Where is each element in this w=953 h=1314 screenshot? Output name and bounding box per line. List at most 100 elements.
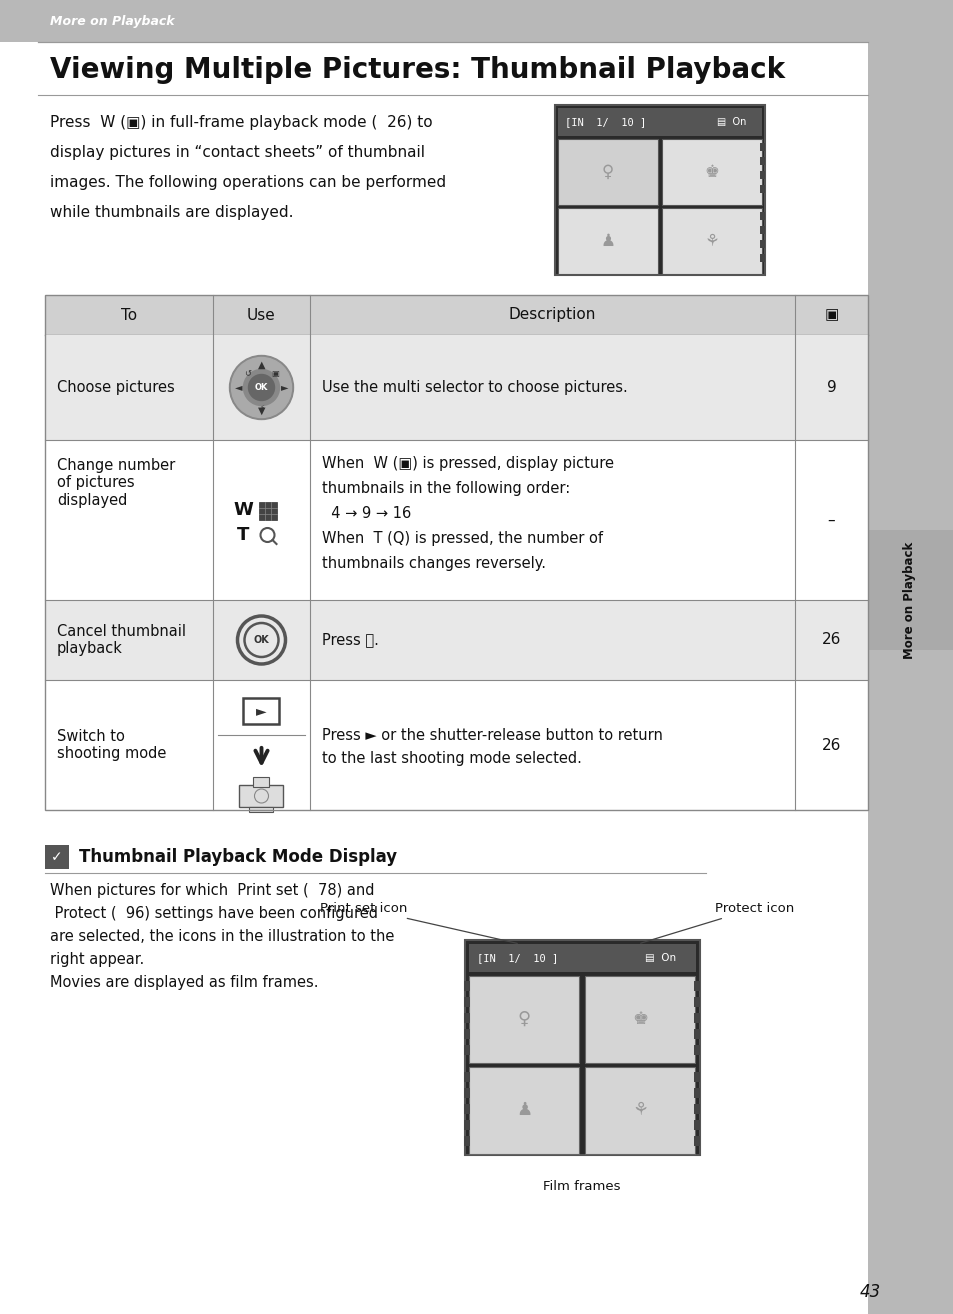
Bar — [463, 1045, 470, 1055]
Text: 26: 26 — [821, 632, 841, 648]
Text: Description: Description — [508, 307, 596, 322]
Bar — [463, 1088, 470, 1099]
Text: Switch to
shooting mode: Switch to shooting mode — [57, 729, 166, 761]
Text: while thumbnails are displayed.: while thumbnails are displayed. — [50, 205, 294, 219]
Text: Press  W (▣) in full-frame playback mode (  26) to: Press W (▣) in full-frame playback mode … — [50, 116, 432, 130]
Text: When pictures for which  Print set (  78) and: When pictures for which Print set ( 78) … — [50, 883, 375, 897]
Circle shape — [230, 356, 294, 419]
Bar — [463, 1029, 470, 1039]
Bar — [693, 997, 700, 1007]
Bar — [45, 600, 867, 681]
Text: Print set icon: Print set icon — [319, 901, 517, 943]
Text: ►: ► — [256, 704, 267, 717]
Text: to the last shooting mode selected.: to the last shooting mode selected. — [322, 752, 581, 766]
Bar — [250, 807, 274, 812]
Bar — [253, 777, 269, 787]
Bar — [693, 1072, 700, 1081]
Bar — [760, 212, 764, 219]
Bar — [45, 296, 867, 335]
Bar — [239, 784, 283, 807]
Text: 26: 26 — [821, 737, 841, 753]
Text: To: To — [121, 307, 137, 322]
Bar — [661, 208, 761, 275]
Text: [IN  1/  10 ]: [IN 1/ 10 ] — [476, 953, 558, 963]
Bar — [693, 1104, 700, 1114]
Text: right appear.: right appear. — [50, 953, 144, 967]
Bar — [693, 1013, 700, 1024]
Text: OK: OK — [254, 382, 268, 392]
Text: ⚡: ⚡ — [259, 405, 264, 410]
Bar — [693, 1029, 700, 1039]
Bar — [760, 143, 764, 151]
Text: Film frames: Film frames — [542, 1180, 620, 1193]
Text: ◄: ◄ — [234, 382, 242, 393]
Bar — [760, 254, 764, 261]
Bar — [463, 1013, 470, 1024]
Text: ▤  On: ▤ On — [644, 953, 676, 963]
Bar — [463, 1137, 470, 1146]
Bar — [558, 208, 658, 275]
Text: OK: OK — [253, 635, 269, 645]
Bar — [867, 0, 953, 1314]
Circle shape — [243, 369, 279, 406]
Text: Use: Use — [247, 307, 275, 322]
Text: ►: ► — [280, 382, 288, 393]
Bar — [463, 1104, 470, 1114]
Bar — [463, 1120, 470, 1130]
Text: Change number
of pictures
displayed: Change number of pictures displayed — [57, 459, 175, 507]
Text: ♟: ♟ — [600, 233, 615, 250]
Text: Protect (  96) settings have been configured: Protect ( 96) settings have been configu… — [50, 905, 377, 921]
Bar — [463, 982, 470, 991]
Text: ▲: ▲ — [257, 360, 265, 369]
Text: When  T (Q) is pressed, the number of: When T (Q) is pressed, the number of — [322, 531, 602, 547]
Text: –: – — [827, 512, 835, 527]
Bar — [463, 1072, 470, 1081]
Text: ♟: ♟ — [516, 1101, 532, 1120]
Bar — [45, 845, 69, 869]
Bar — [760, 240, 764, 248]
Text: Use the multi selector to choose pictures.: Use the multi selector to choose picture… — [322, 380, 627, 396]
Text: images. The following operations can be performed: images. The following operations can be … — [50, 175, 446, 191]
Text: Viewing Multiple Pictures: Thumbnail Playback: Viewing Multiple Pictures: Thumbnail Pla… — [50, 57, 784, 84]
Bar — [760, 156, 764, 166]
Text: Press Ⓞ.: Press Ⓞ. — [322, 632, 378, 648]
Text: W: W — [233, 501, 253, 519]
Text: T: T — [237, 526, 250, 544]
Bar — [760, 226, 764, 234]
Text: When  W (▣) is pressed, display picture: When W (▣) is pressed, display picture — [322, 456, 614, 470]
Bar — [558, 108, 761, 137]
Bar — [469, 943, 696, 972]
Text: Press ► or the shutter-release button to return: Press ► or the shutter-release button to… — [322, 728, 662, 742]
Bar — [661, 139, 761, 205]
Bar — [45, 335, 867, 440]
Bar — [584, 1067, 695, 1154]
Text: ▼: ▼ — [257, 406, 265, 415]
Text: ▣: ▣ — [272, 369, 279, 378]
Bar — [558, 139, 658, 205]
Bar — [693, 1045, 700, 1055]
Text: ♚: ♚ — [631, 1010, 647, 1028]
Text: 43: 43 — [859, 1282, 880, 1301]
Text: Movies are displayed as film frames.: Movies are displayed as film frames. — [50, 975, 318, 989]
Text: thumbnails changes reversely.: thumbnails changes reversely. — [322, 556, 545, 572]
Bar — [693, 1137, 700, 1146]
Text: ♚: ♚ — [704, 163, 719, 181]
Text: ✓: ✓ — [51, 850, 63, 865]
Bar — [463, 997, 470, 1007]
Text: thumbnails in the following order:: thumbnails in the following order: — [322, 481, 570, 495]
Bar — [760, 171, 764, 179]
Text: ⚘: ⚘ — [704, 233, 719, 250]
Bar — [464, 940, 700, 1155]
Text: Choose pictures: Choose pictures — [57, 380, 174, 396]
Text: ↺: ↺ — [244, 369, 251, 378]
Text: 9: 9 — [825, 380, 836, 396]
Bar — [693, 982, 700, 991]
Text: More on Playback: More on Playback — [50, 14, 174, 28]
Text: ⚘: ⚘ — [631, 1101, 647, 1120]
Text: are selected, the icons in the illustration to the: are selected, the icons in the illustrat… — [50, 929, 394, 943]
Text: More on Playback: More on Playback — [902, 541, 916, 658]
Bar — [469, 1067, 578, 1154]
Bar — [555, 105, 764, 275]
Text: [IN  1/  10 ]: [IN 1/ 10 ] — [564, 117, 645, 127]
Circle shape — [248, 374, 274, 401]
